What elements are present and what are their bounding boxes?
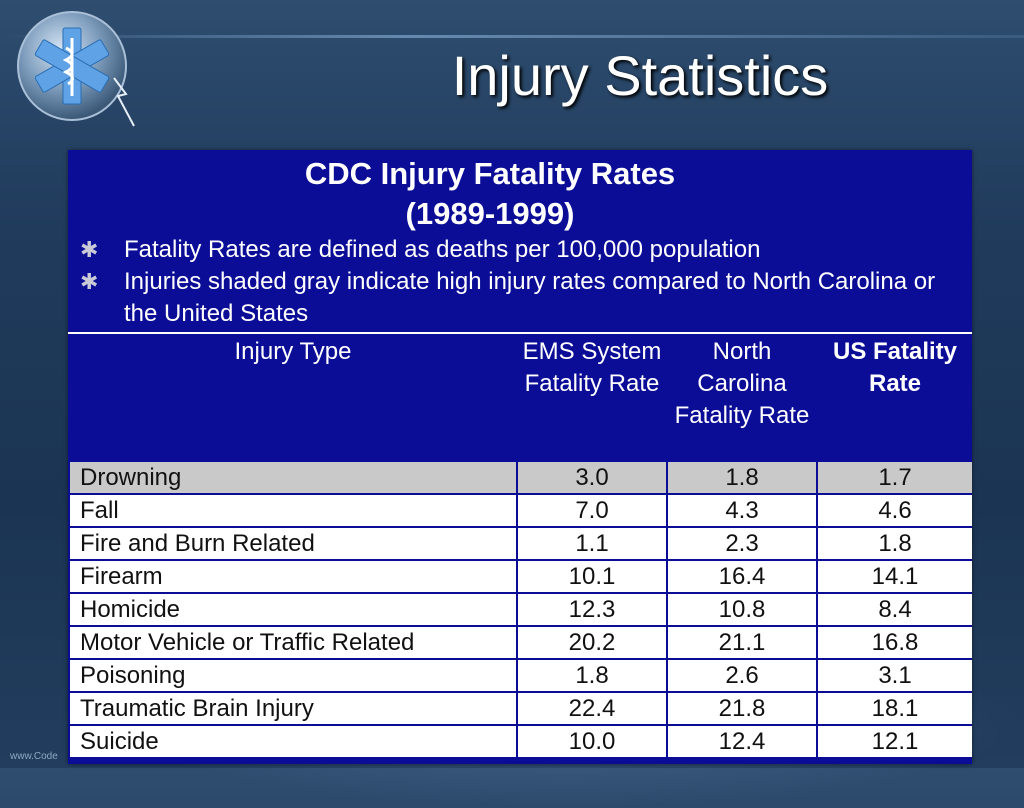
cell-injury-type: Suicide [68, 724, 518, 759]
cell-injury-type: Fall [68, 493, 518, 528]
cell-ems-rate: 10.1 [516, 559, 668, 594]
cell-us-rate: 1.7 [816, 460, 972, 495]
cell-nc-rate: 16.4 [666, 559, 818, 594]
star-of-life-icon [14, 8, 142, 136]
cell-nc-rate: 2.3 [666, 526, 818, 561]
cell-injury-type: Firearm [68, 559, 518, 594]
table-row: Traumatic Brain Injury 22.4 21.8 18.1 [68, 691, 972, 726]
table-row: Suicide 10.0 12.4 12.1 [68, 724, 972, 759]
table-header-row: Injury Type EMS System Fatality Rate Nor… [69, 334, 972, 461]
bullet-item: ✱ Injuries shaded gray indicate high inj… [80, 266, 962, 330]
definition-bullets: ✱ Fatality Rates are defined as deaths p… [68, 234, 972, 330]
cell-ems-rate: 10.0 [516, 724, 668, 759]
header-injury-type: Injury Type [234, 338, 352, 365]
panel-title-line-2: (1989-1999) [405, 196, 575, 231]
cell-injury-type: Homicide [68, 592, 518, 627]
header-ems-rate: EMS System Fatality Rate [522, 338, 662, 397]
cell-nc-rate: 10.8 [666, 592, 818, 627]
cell-us-rate: 12.1 [816, 724, 972, 759]
table-row: Fall 7.0 4.3 4.6 [68, 493, 972, 528]
bullet-text: Injuries shaded gray indicate high injur… [124, 268, 936, 327]
cell-nc-rate: 4.3 [666, 493, 818, 528]
cell-nc-rate: 21.1 [666, 625, 818, 660]
panel-header: CDC Injury Fatality Rates (1989-1999) ✱ … [68, 150, 972, 334]
table-row: Poisoning 1.8 2.6 3.1 [68, 658, 972, 693]
cell-ems-rate: 1.1 [516, 526, 668, 561]
cell-ems-rate: 12.3 [516, 592, 668, 627]
cell-us-rate: 14.1 [816, 559, 972, 594]
cell-nc-rate: 1.8 [666, 460, 818, 495]
background-stripe [0, 35, 1024, 38]
asterisk-icon: ✱ [80, 269, 99, 294]
table-row: Homicide 12.3 10.8 8.4 [68, 592, 972, 627]
cell-ems-rate: 22.4 [516, 691, 668, 726]
bullet-text: Fatality Rates are defined as deaths per… [124, 236, 761, 263]
asterisk-icon: ✱ [80, 237, 99, 262]
cell-injury-type: Traumatic Brain Injury [68, 691, 518, 726]
cell-injury-type: Poisoning [68, 658, 518, 693]
cell-nc-rate: 12.4 [666, 724, 818, 759]
cell-ems-rate: 7.0 [516, 493, 668, 528]
bullet-item: ✱ Fatality Rates are defined as deaths p… [80, 234, 962, 266]
table-row: Motor Vehicle or Traffic Related 20.2 21.1… [68, 625, 972, 660]
cell-nc-rate: 2.6 [666, 658, 818, 693]
panel-title-line-1: CDC Injury Fatality Rates [304, 156, 676, 191]
fatality-rates-table: Injury Type EMS System Fatality Rate Nor… [68, 334, 972, 759]
table-row: Drowning 3.0 1.8 1.7 [68, 460, 972, 495]
table-row: Firearm 10.1 16.4 14.1 [68, 559, 972, 594]
footer-watermark: www.Code [10, 751, 58, 762]
cell-ems-rate: 1.8 [516, 658, 668, 693]
header-us-rate: US Fatality Rate [832, 338, 958, 397]
cell-injury-type: Motor Vehicle or Traffic Related [68, 625, 518, 660]
slide-title: Injury Statistics [451, 44, 829, 107]
cell-us-rate: 4.6 [816, 493, 972, 528]
panel-title: CDC Injury Fatality Rates (1989-1999) [68, 150, 972, 234]
cell-us-rate: 16.8 [816, 625, 972, 660]
cell-us-rate: 3.1 [816, 658, 972, 693]
header-nc-rate: North Carolina Fatality Rate [674, 338, 810, 429]
cell-us-rate: 8.4 [816, 592, 972, 627]
cell-us-rate: 18.1 [816, 691, 972, 726]
cell-nc-rate: 21.8 [666, 691, 818, 726]
cell-us-rate: 1.8 [816, 526, 972, 561]
cell-injury-type: Drowning [68, 460, 518, 495]
cell-ems-rate: 3.0 [516, 460, 668, 495]
cell-injury-type: Fire and Burn Related [68, 526, 518, 561]
fatality-rates-panel: CDC Injury Fatality Rates (1989-1999) ✱ … [68, 150, 972, 764]
table-row: Fire and Burn Related 1.1 2.3 1.8 [68, 526, 972, 561]
cell-ems-rate: 20.2 [516, 625, 668, 660]
